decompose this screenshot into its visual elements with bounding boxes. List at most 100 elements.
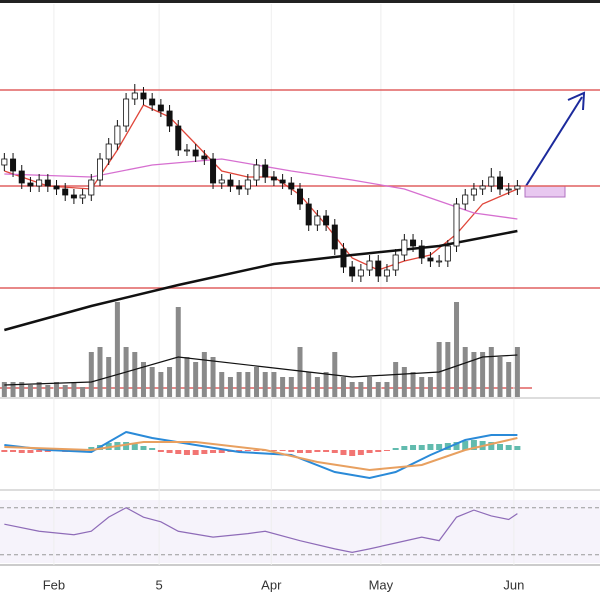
candle-body — [253, 164, 260, 181]
macd-hist — [488, 442, 495, 450]
candle-body — [1, 158, 8, 166]
volume-bar — [88, 352, 94, 397]
volume-bar — [158, 372, 164, 397]
macd-hist — [323, 450, 330, 452]
volume-bar — [27, 385, 33, 397]
volume-bar — [219, 372, 225, 397]
volume-bar — [401, 367, 407, 397]
volume-bar — [114, 302, 120, 397]
volume-bar — [514, 347, 520, 397]
macd-hist — [253, 450, 260, 451]
macd-hist — [192, 450, 199, 455]
candle-body — [210, 158, 217, 184]
volume-bar — [19, 382, 25, 397]
volume-bar — [62, 385, 68, 397]
candle-body — [140, 92, 147, 100]
candle-body — [227, 179, 234, 187]
candle-body — [62, 188, 69, 196]
macd-hist — [375, 450, 382, 452]
volume-bar — [480, 352, 486, 397]
candle-body — [418, 245, 425, 259]
volume-bar — [149, 367, 155, 397]
macd-hist — [288, 450, 295, 452]
arrow-head — [567, 91, 586, 111]
candle-body — [192, 149, 199, 157]
volume-bar — [97, 347, 103, 397]
volume-bar — [358, 382, 364, 397]
macd-hist — [27, 450, 34, 453]
candle-body — [470, 188, 477, 196]
candle-body — [262, 164, 269, 178]
candle-body — [157, 104, 164, 112]
macd-hist — [357, 450, 364, 455]
volume-bar — [36, 382, 42, 397]
candle-body — [436, 260, 443, 263]
volume-bar — [314, 377, 320, 397]
candle-body — [340, 248, 347, 268]
macd-hist — [123, 442, 130, 450]
volume-bar — [210, 357, 216, 397]
volume-bar — [471, 352, 477, 397]
volume-bar — [175, 307, 181, 397]
macd-hist — [305, 450, 312, 453]
candle-body — [123, 98, 130, 127]
volume-bar — [132, 352, 138, 397]
candle-body — [201, 155, 208, 160]
volume-bar — [306, 372, 312, 397]
macd-hist — [314, 450, 321, 452]
x-tick-label: Feb — [43, 577, 65, 592]
candle-body — [236, 185, 243, 190]
x-tick-label: Jun — [503, 577, 524, 592]
candle-body — [505, 188, 512, 191]
candle-body — [183, 149, 190, 152]
volume-bar — [488, 347, 494, 397]
forecast-arrow — [525, 96, 583, 187]
macd-hist — [210, 450, 217, 453]
volume-bar — [167, 367, 173, 397]
macd-hist — [149, 448, 156, 450]
macd-hist — [497, 444, 503, 450]
volume-bar — [10, 382, 16, 397]
volume-bar — [201, 352, 207, 397]
macd-hist — [10, 450, 17, 452]
volume-bar — [71, 382, 77, 397]
macd-hist — [88, 447, 95, 450]
candle-body — [349, 266, 356, 277]
candle-body — [383, 269, 390, 277]
volume-bar — [262, 372, 268, 397]
volume-bar — [506, 362, 512, 397]
volume-bar — [419, 377, 425, 397]
candle-body — [514, 185, 521, 190]
macd-hist — [279, 450, 286, 451]
volume-bar — [323, 372, 329, 397]
candle-body — [331, 224, 338, 250]
macd-hist — [383, 450, 390, 451]
candle-body — [296, 188, 303, 205]
x-tick-label: Apr — [261, 577, 282, 592]
volume-bar — [193, 362, 199, 397]
macd-hist — [166, 450, 173, 453]
candle-body — [410, 239, 417, 247]
macd-hist — [505, 445, 512, 450]
macd-hist — [218, 450, 225, 453]
volume-bar — [254, 367, 260, 397]
macd-hist — [436, 444, 443, 450]
candle-body — [305, 203, 312, 226]
macd-hist — [331, 450, 338, 453]
macd-hist — [418, 445, 425, 450]
macd-hist — [297, 450, 303, 453]
volume-bar — [271, 372, 277, 397]
candle-body — [218, 179, 225, 184]
volume-bar — [367, 377, 373, 397]
candle-body — [88, 179, 95, 196]
candle-body — [496, 176, 503, 190]
volume-bar — [245, 372, 251, 397]
macd-hist — [36, 450, 43, 452]
volume-bar — [227, 377, 233, 397]
macd-line — [4, 430, 518, 480]
volume-ma — [4, 354, 518, 386]
candle-body — [479, 185, 486, 190]
candle-body — [357, 269, 364, 277]
macd-hist — [244, 450, 251, 451]
